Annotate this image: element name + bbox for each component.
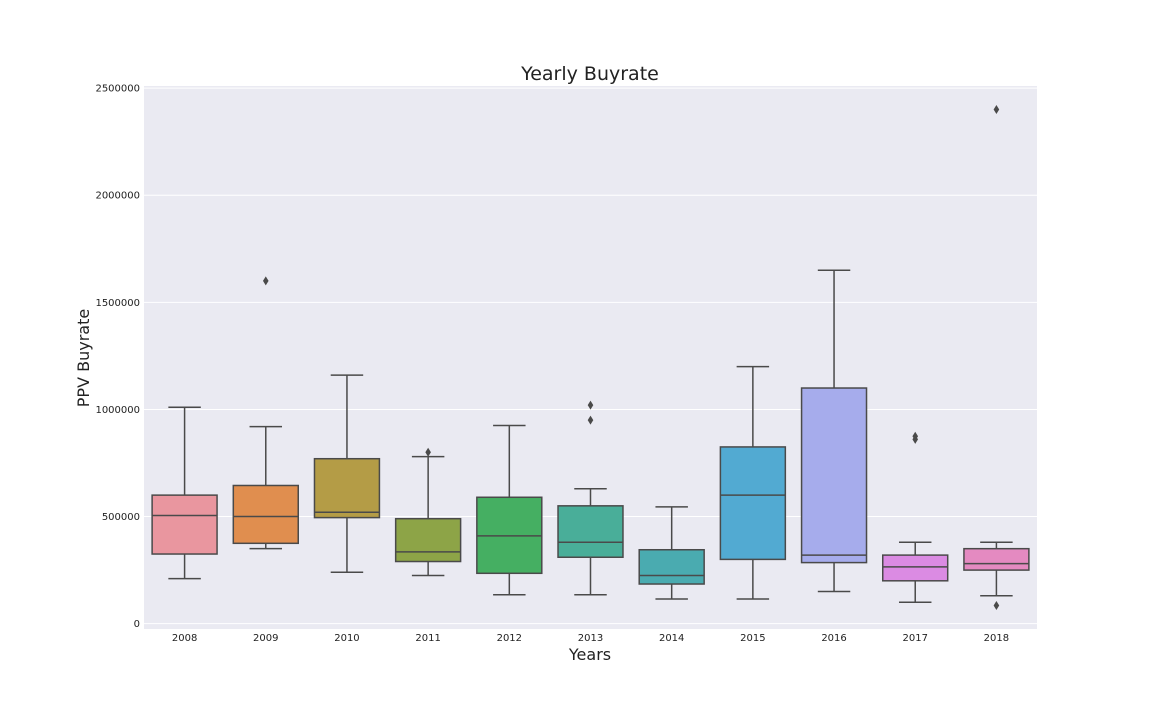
box-2008 — [151, 406, 218, 580]
iqr-box — [800, 387, 868, 564]
y-tick-label: 0 — [134, 619, 140, 630]
iqr-box — [719, 446, 787, 561]
y-tick-label: 1500000 — [95, 298, 140, 309]
box-2011 — [394, 447, 462, 577]
outlier-point — [993, 105, 1000, 115]
y-tick-label: 500000 — [102, 512, 140, 523]
outlier-point — [912, 431, 919, 441]
iqr-box — [313, 457, 381, 519]
x-tick-label: 2009 — [253, 633, 278, 644]
box-2014 — [638, 506, 705, 600]
iqr-box — [232, 484, 299, 545]
y-axis-ticks: 0 500000 1000000 1500000 2000000 2500000 — [95, 84, 140, 631]
outlier-point — [262, 276, 269, 286]
x-tick-label: 2008 — [172, 633, 197, 644]
x-tick-label: 2011 — [415, 633, 440, 644]
box-2015 — [719, 365, 787, 600]
box-2017 — [882, 431, 949, 603]
outlier-point — [425, 447, 431, 457]
box-2012 — [476, 424, 543, 596]
y-tick-label: 2500000 — [95, 84, 140, 95]
x-tick-label: 2014 — [659, 633, 684, 644]
y-tick-label: 1000000 — [95, 405, 140, 416]
x-tick-label: 2015 — [740, 633, 765, 644]
y-tick-label: 2000000 — [95, 191, 140, 202]
x-tick-label: 2012 — [497, 633, 522, 644]
chart-title: Yearly Buyrate — [520, 63, 659, 85]
box-2009 — [232, 276, 299, 550]
box-2013 — [557, 400, 624, 596]
box-2016 — [800, 269, 868, 593]
x-tick-label: 2018 — [984, 633, 1009, 644]
iqr-box — [963, 547, 1030, 571]
outlier-point — [587, 415, 594, 425]
iqr-box — [394, 517, 462, 563]
box-2018 — [963, 105, 1030, 610]
x-tick-label: 2016 — [821, 633, 846, 644]
iqr-box — [638, 548, 705, 585]
x-tick-label: 2013 — [578, 633, 603, 644]
boxes — [151, 105, 1030, 610]
iqr-box — [882, 554, 949, 582]
box-2010 — [313, 374, 381, 573]
y-axis-title: PPV Buyrate — [74, 309, 93, 407]
outlier-point — [587, 400, 594, 410]
x-tick-label: 2017 — [903, 633, 928, 644]
x-axis-title: Years — [568, 645, 611, 664]
x-axis-ticks: 2008 2009 2010 2011 2012 2013 2014 2015 2016 2017… — [172, 633, 1009, 644]
outlier-point — [993, 600, 1000, 610]
iqr-box — [151, 494, 218, 555]
x-tick-label: 2010 — [334, 633, 359, 644]
iqr-box — [557, 505, 624, 558]
